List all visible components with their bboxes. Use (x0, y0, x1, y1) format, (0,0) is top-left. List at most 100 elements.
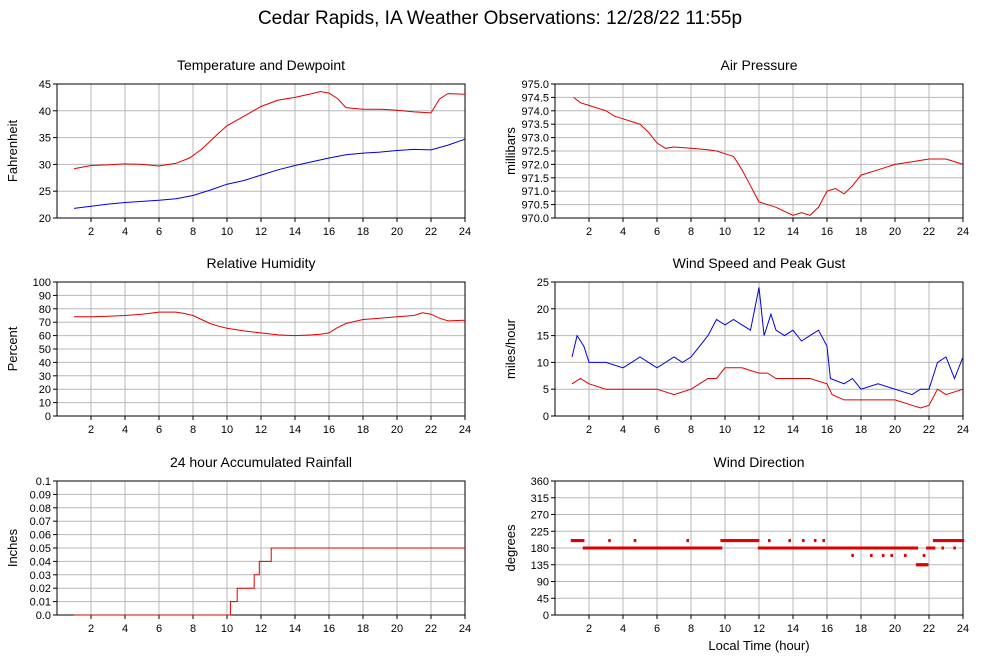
humidity-ytick-label: 60 (39, 331, 51, 343)
humidity-xtick-label: 8 (190, 424, 196, 436)
direction-point (904, 553, 907, 557)
temp-xtick-label: 10 (221, 226, 233, 238)
humidity-ylabel: Percent (5, 326, 20, 371)
temp-chart: 2 4 6 8 10 12 14 16 18 20 22 24202530354045Temperat… (5, 57, 471, 238)
temp-xtick-label: 8 (190, 226, 196, 238)
wind-xtick-label: 14 (787, 424, 799, 436)
temp-ytick-label: 40 (39, 106, 51, 118)
wind-title: Wind Speed and Peak Gust (673, 255, 846, 271)
wind-ytick-label: 25 (537, 277, 549, 289)
humidity-ytick-label: 10 (39, 398, 51, 410)
temp-ytick-label: 25 (39, 186, 51, 198)
rain-xtick-label: 12 (255, 623, 267, 635)
pressure-ytick-label: 972.5 (521, 146, 549, 158)
direction-xtick-label: 10 (719, 623, 731, 635)
rain-xtick-label: 14 (289, 623, 301, 635)
wind-xtick-label: 4 (620, 424, 626, 436)
temp-ytick-label: 35 (39, 133, 51, 145)
direction-point (581, 539, 585, 543)
humidity-xtick-label: 24 (459, 424, 471, 436)
pressure-ytick-label: 973.5 (521, 119, 549, 131)
pressure-ytick-label: 972.0 (521, 159, 549, 171)
direction-xtick-label: 14 (787, 623, 799, 635)
humidity-xtick-label: 12 (255, 424, 267, 436)
pressure-xtick-label: 4 (620, 226, 626, 238)
pressure-xtick-label: 14 (787, 226, 799, 238)
direction-xtick-label: 20 (889, 623, 901, 635)
wind-ytick-label: 5 (543, 384, 549, 396)
humidity-xtick-label: 2 (88, 424, 94, 436)
direction-point (768, 539, 771, 543)
wind-xtick-label: 22 (923, 424, 935, 436)
wind-xtick-label: 6 (654, 424, 660, 436)
direction-point (851, 553, 854, 557)
pressure-xtick-label: 8 (688, 226, 694, 238)
rain-title: 24 hour Accumulated Rainfall (170, 454, 352, 470)
humidity-ytick-label: 70 (39, 317, 51, 329)
direction-point (633, 539, 637, 543)
wind-frame (554, 281, 964, 417)
rain-ytick-label: 0.07 (30, 516, 51, 528)
wind-xtick-label: 8 (688, 424, 694, 436)
pressure-frame (554, 83, 964, 219)
humidity-ytick-label: 90 (39, 290, 51, 302)
direction-xtick-label: 24 (957, 623, 969, 635)
direction-point (813, 539, 817, 543)
pressure-ytick-label: 970.0 (521, 213, 549, 225)
direction-ytick-label: 135 (531, 560, 549, 572)
pressure-ytick-label: 971.5 (521, 173, 549, 185)
humidity-xtick-label: 10 (221, 424, 233, 436)
rain-xtick-label: 2 (88, 623, 94, 635)
rain-xtick-label: 20 (391, 623, 403, 635)
rain-ytick-label: 0.04 (30, 556, 51, 568)
direction-chart: 2 4 6 8 10 12 14 16 18 20 22 2404590135180225270315… (503, 454, 969, 653)
direction-ytick-label: 225 (531, 526, 549, 538)
pressure-xtick-label: 16 (821, 226, 833, 238)
rain-ytick-label: 0.02 (30, 583, 51, 595)
direction-point (941, 546, 944, 550)
direction-title: Wind Direction (713, 454, 804, 470)
direction-xtick-label: 6 (654, 623, 660, 635)
temp-xtick-label: 14 (289, 226, 301, 238)
rain-ytick-label: 0.03 (30, 570, 51, 582)
wind-xtick-label: 24 (957, 424, 969, 436)
direction-xtick-label: 18 (855, 623, 867, 635)
humidity-ytick-label: 80 (39, 304, 51, 316)
temp-xtick-label: 16 (323, 226, 335, 238)
humidity-chart: 2 4 6 8 10 12 14 16 18 20 22 2401020304050607080901… (5, 255, 471, 436)
rain-series-0-line (74, 547, 465, 616)
rain-chart: 2 4 6 8 10 12 14 16 18 20 22 240.00.010.020.030.040… (5, 454, 471, 635)
rain-ytick-label: 0.01 (30, 597, 51, 609)
direction-point (788, 539, 791, 543)
direction-ytick-label: 180 (531, 543, 549, 555)
wind-ylabel: miles/hour (503, 318, 518, 379)
temp-ylabel: Fahrenheit (5, 120, 20, 183)
humidity-series-0-line (74, 311, 466, 337)
pressure-ytick-label: 973.0 (521, 133, 549, 145)
rain-ytick-label: 0.05 (30, 543, 51, 555)
temp-series-0-line (73, 90, 466, 170)
humidity-xtick-label: 4 (122, 424, 128, 436)
direction-ytick-label: 270 (531, 510, 549, 522)
rain-ytick-label: 0.06 (30, 530, 51, 542)
pressure-xtick-label: 2 (586, 226, 592, 238)
direction-point (890, 553, 893, 557)
rain-xtick-label: 4 (122, 623, 128, 635)
humidity-xtick-label: 6 (156, 424, 162, 436)
humidity-ytick-label: 40 (39, 357, 51, 369)
temp-title: Temperature and Dewpoint (177, 57, 345, 73)
direction-point (881, 553, 885, 557)
rain-ylabel: Inches (5, 528, 20, 567)
wind-xtick-label: 20 (889, 424, 901, 436)
page-title: Cedar Rapids, IA Weather Observations: 1… (257, 8, 743, 29)
wind-xtick-label: 12 (753, 424, 765, 436)
direction-xtick-label: 8 (688, 623, 694, 635)
humidity-ytick-label: 0 (45, 411, 51, 423)
temp-series-1-line (73, 138, 466, 209)
wind-ytick-label: 15 (537, 331, 549, 343)
pressure-title: Air Pressure (720, 57, 797, 73)
rain-xtick-label: 18 (357, 623, 369, 635)
pressure-xtick-label: 18 (855, 226, 867, 238)
temp-xtick-label: 24 (459, 226, 471, 238)
